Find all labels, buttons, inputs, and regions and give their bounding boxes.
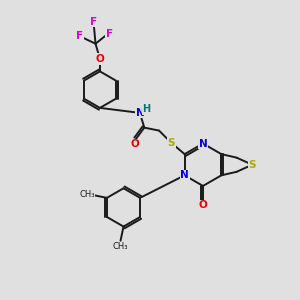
Text: H: H: [142, 104, 150, 114]
Text: F: F: [90, 16, 97, 27]
Text: S: S: [168, 138, 175, 148]
Text: O: O: [96, 54, 104, 64]
Text: N: N: [199, 139, 207, 148]
Text: N: N: [136, 108, 144, 118]
Text: O: O: [199, 200, 207, 210]
Text: F: F: [76, 31, 83, 41]
Text: O: O: [130, 139, 139, 149]
Text: S: S: [248, 160, 256, 170]
Text: F: F: [106, 29, 113, 39]
Text: N: N: [180, 170, 189, 180]
Text: CH₃: CH₃: [113, 242, 128, 251]
Text: CH₃: CH₃: [79, 190, 95, 199]
